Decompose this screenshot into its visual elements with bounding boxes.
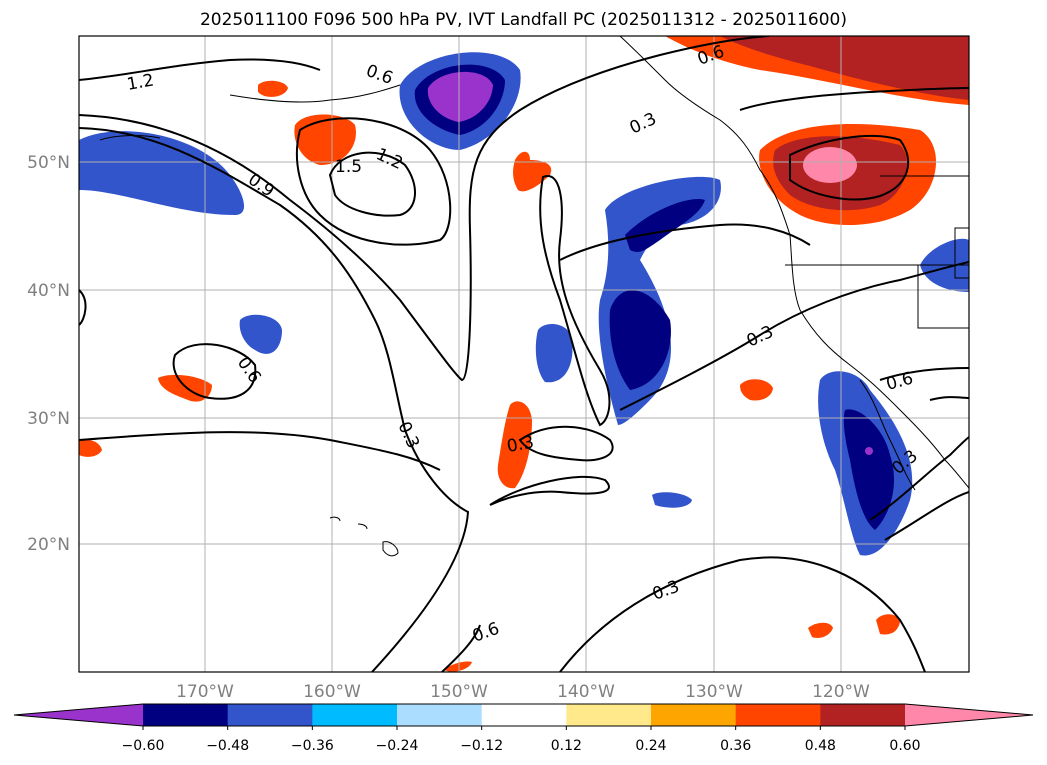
coastlines [99, 36, 969, 557]
colorbar-segment [143, 704, 229, 726]
lat-tick-label: 20°N [27, 535, 70, 555]
colorbar-segment [481, 704, 567, 726]
lat-tick-label: 50°N [27, 153, 70, 173]
lon-tick-label: 130°W [685, 682, 743, 702]
contour-label: 1.2 [125, 71, 155, 95]
colorbar-tick-label: −0.12 [460, 738, 503, 754]
colorbar-segment [312, 704, 398, 726]
lon-tick-label: 170°W [176, 682, 234, 702]
lon-tick-labels: 170°W 160°W 150°W 140°W 130°W 120°W [176, 682, 870, 702]
colorbar-segment [397, 704, 483, 726]
pv-contours [79, 36, 969, 672]
colorbar-extend-high [905, 704, 1033, 726]
colorbar-extend-low [14, 704, 143, 726]
colorbar-tick-label: −0.60 [122, 738, 165, 754]
lon-tick-label: 120°W [812, 682, 870, 702]
colorbar-tick-label: 0.36 [720, 738, 751, 754]
contour-label: 1.5 [335, 157, 362, 177]
colorbar-segment [566, 704, 652, 726]
contour-label: 0.3 [505, 433, 535, 457]
colorbar-segment [227, 704, 313, 726]
colorbar-tick-label: −0.24 [376, 738, 419, 754]
graticule [79, 36, 969, 672]
map-plot-area: 1.2 0.6 1.5 1.2 0.9 0.6 0.3 0.3 0.3 0.3 … [79, 36, 969, 672]
lon-tick-label: 160°W [303, 682, 361, 702]
lat-tick-labels: 50°N 40°N 30°N 20°N [27, 153, 70, 555]
colorbar-segment [651, 704, 737, 726]
colorbar-tick-label: 0.24 [635, 738, 666, 754]
lon-tick-label: 140°W [557, 682, 615, 702]
map-title: 2025011100 F096 500 hPa PV, IVT Landfall… [199, 10, 847, 30]
colorbar-tick-label: 0.12 [551, 738, 582, 754]
lon-tick-label: 150°W [430, 682, 488, 702]
colorbar-tick-label: 0.48 [805, 738, 836, 754]
map-frame [78, 35, 970, 673]
colorbar-tick-label: −0.48 [206, 738, 249, 754]
colorbar-segment [820, 704, 906, 726]
colorbar-tick-label: 0.60 [889, 738, 920, 754]
colorbar-segment [735, 704, 821, 726]
lat-tick-label: 40°N [27, 281, 70, 301]
colorbar-tick-label: −0.36 [291, 738, 334, 754]
colorbar: −0.60 −0.48 −0.36 −0.24 −0.12 0.12 0.24 0.36 0.4… [13, 703, 1034, 754]
lat-tick-label: 30°N [27, 409, 70, 429]
